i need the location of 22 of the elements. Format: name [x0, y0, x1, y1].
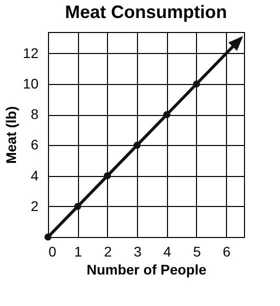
x-tick-label: 1 — [74, 244, 82, 260]
x-tick-label: 2 — [104, 244, 112, 260]
x-tick-label: 0 — [48, 244, 56, 260]
y-tick-label: 12 — [22, 44, 39, 61]
point — [44, 233, 52, 241]
chart-title: Meat Consumption — [65, 2, 227, 22]
y-axis-title: Meat (lb) — [2, 106, 19, 164]
x-tick-label: 4 — [163, 244, 172, 260]
y-tick-label: 6 — [30, 136, 39, 153]
y-tick-label: 8 — [30, 106, 39, 122]
point — [163, 111, 170, 118]
y-tick-label: 2 — [30, 198, 39, 214]
point — [192, 80, 200, 88]
point — [134, 142, 141, 149]
x-axis-title: Number of People — [86, 262, 207, 278]
x-tick-label: 5 — [193, 244, 202, 260]
x-tick-label: 6 — [222, 244, 231, 260]
x-tick-label: 3 — [134, 244, 142, 260]
point — [104, 172, 111, 180]
point — [74, 202, 82, 210]
y-tick-label: 4 — [30, 167, 39, 184]
y-tick-label: 10 — [22, 76, 39, 92]
